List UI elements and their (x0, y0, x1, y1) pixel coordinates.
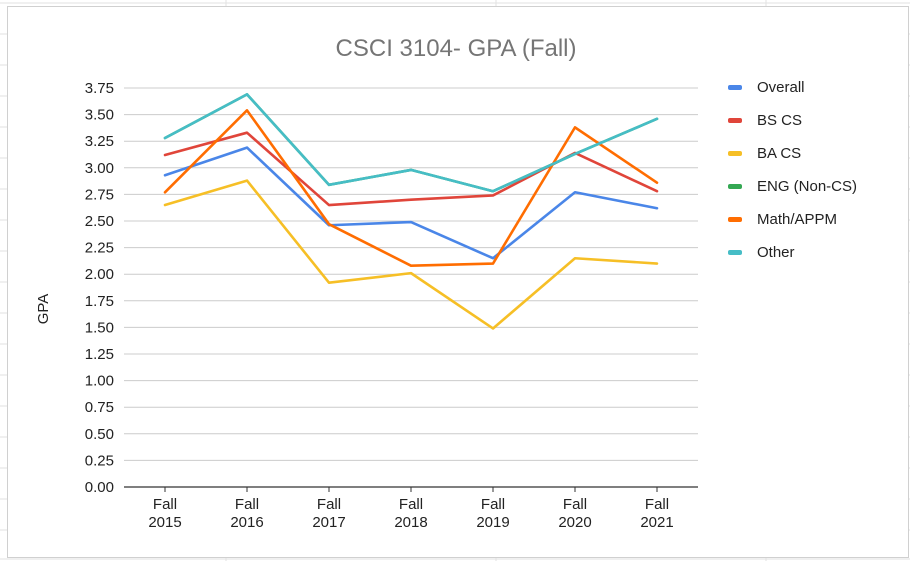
legend-swatch (728, 250, 742, 255)
y-tick-label: 0.50 (85, 426, 114, 443)
legend-label: ENG (Non-CS) (757, 178, 857, 195)
series-line-ba-cs (163, 179, 659, 330)
legend-label: Other (757, 244, 795, 261)
series-line-overall (163, 146, 659, 260)
x-tick-label: Fall 2017 (312, 496, 345, 531)
legend-item-ba-cs: BA CS (728, 145, 801, 162)
legend-swatch (728, 217, 742, 222)
y-tick-label: 0.25 (85, 452, 114, 469)
legend: Overall BS CS BA CS ENG (Non-CS) Math/APPM Ot… (728, 79, 857, 261)
legend-item-bs-cs: BS CS (728, 112, 802, 129)
y-tick-label: 3.50 (85, 107, 114, 124)
legend-label: Overall (757, 79, 805, 96)
y-tick-label: 3.75 (85, 80, 114, 97)
y-tick-label: 1.00 (85, 373, 114, 390)
legend-item-math-appm: Math/APPM (728, 211, 837, 228)
legend-swatch (728, 184, 742, 189)
y-tick-label: 2.00 (85, 266, 114, 283)
y-tick-label: 2.75 (85, 186, 114, 203)
y-tick-label: 2.50 (85, 213, 114, 230)
x-tick-label: Fall 2015 (148, 496, 181, 531)
chart-title: CSCI 3104- GPA (Fall) (336, 35, 577, 62)
series-lines (163, 93, 659, 330)
y-tick-label: 1.75 (85, 293, 114, 310)
legend-swatch (728, 151, 742, 156)
y-tick-label: 2.25 (85, 240, 114, 257)
legend-item-other: Other (728, 244, 795, 261)
series-line-math-appm (163, 109, 659, 267)
y-tick-label: 3.00 (85, 160, 114, 177)
x-tick-label: Fall 2020 (558, 496, 591, 531)
x-tick-label: Fall 2019 (476, 496, 509, 531)
x-tick-label: Fall 2021 (640, 496, 673, 531)
legend-label: BS CS (757, 112, 802, 129)
legend-swatch (728, 85, 742, 90)
x-axis-ticks: Fall 2015 Fall 2016 Fall 2017 Fall 2018 Fall 2019… (148, 487, 674, 531)
y-tick-label: 0.00 (85, 479, 114, 496)
series-line-eng-non-cs (163, 93, 659, 193)
y-axis-ticks: 0.00 0.25 0.50 0.75 1.00 1.25 1.50 1.75 2.00 2.25… (85, 80, 114, 496)
y-tick-label: 1.25 (85, 346, 114, 363)
y-tick-label: 3.25 (85, 133, 114, 150)
y-tick-label: 0.75 (85, 399, 114, 416)
legend-swatch (728, 118, 742, 123)
y-axis-label: GPA (35, 294, 52, 325)
y-tick-label: 1.50 (85, 319, 114, 336)
legend-item-eng-non-cs: ENG (Non-CS) (728, 178, 857, 195)
chart-frame[interactable]: CSCI 3104- GPA (Fall) GPA 0.00 0.25 0.50 0.… (7, 6, 909, 558)
legend-label: BA CS (757, 145, 801, 162)
legend-label: Math/APPM (757, 211, 837, 228)
series-line-other (163, 93, 659, 193)
x-tick-label: Fall 2018 (394, 496, 427, 531)
gpa-line-chart: CSCI 3104- GPA (Fall) GPA 0.000.250.500.… (35, 35, 857, 531)
x-tick-label: Fall 2016 (230, 496, 263, 531)
legend-item-overall: Overall (728, 79, 805, 96)
